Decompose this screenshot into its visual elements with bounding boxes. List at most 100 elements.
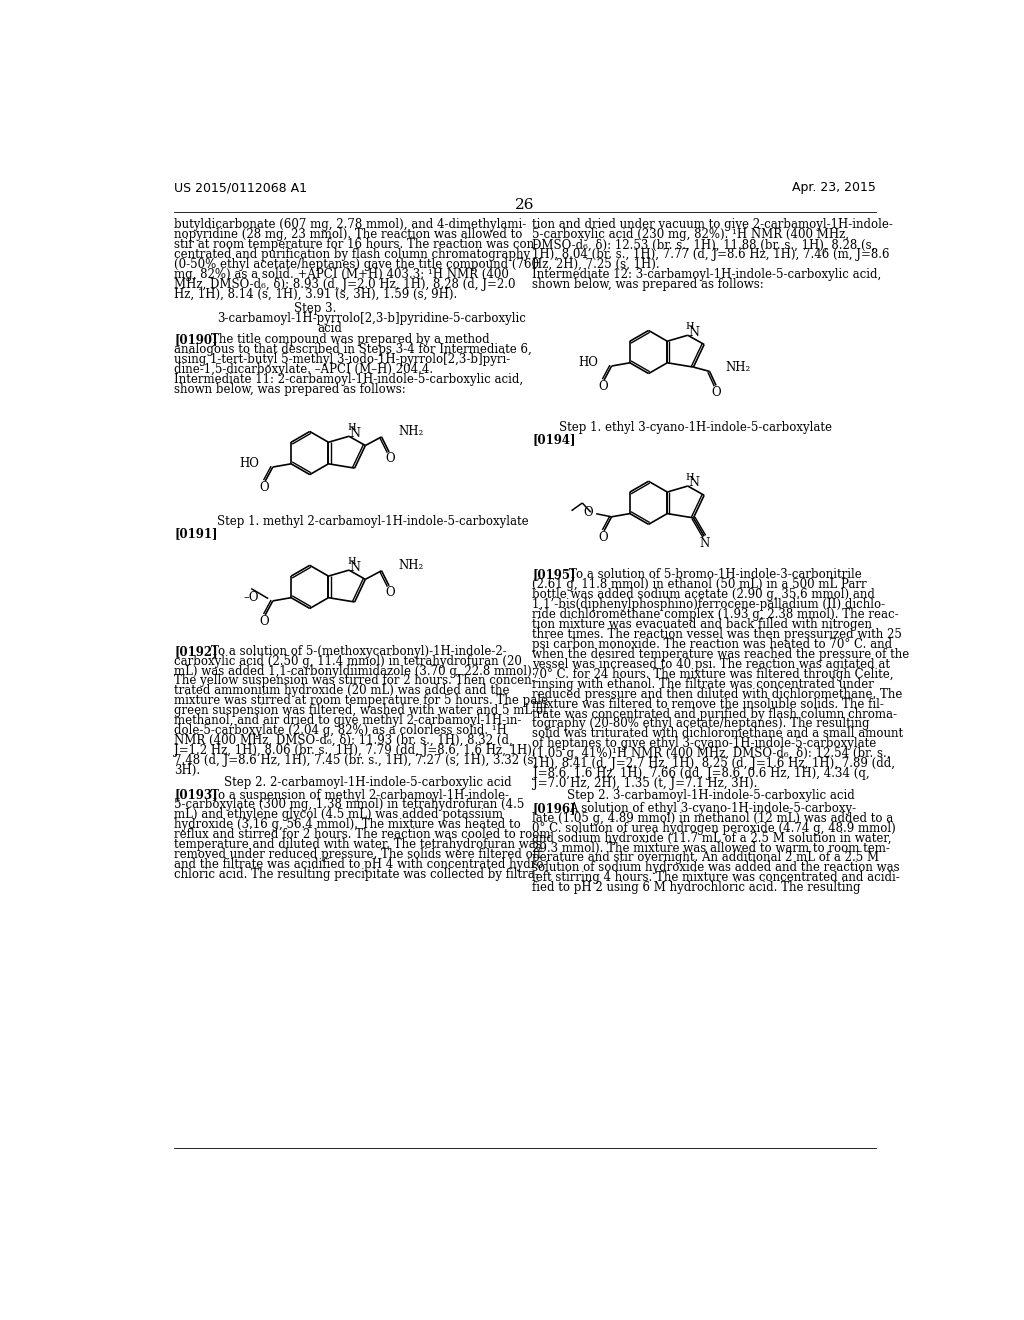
- Text: carboxylic acid (2.50 g, 11.4 mmol) in tetrahydrofuran (20: carboxylic acid (2.50 g, 11.4 mmol) in t…: [174, 655, 522, 668]
- Text: butyldicarbonate (607 mg, 2.78 mmol), and 4-dimethylami-: butyldicarbonate (607 mg, 2.78 mmol), an…: [174, 218, 526, 231]
- Text: [0194]: [0194]: [532, 433, 575, 446]
- Text: (1.05 g, 41%)¹H NMR (400 MHz, DMSO-d₆, δ): 12.54 (br. s.,: (1.05 g, 41%)¹H NMR (400 MHz, DMSO-d₆, δ…: [532, 747, 891, 760]
- Text: O: O: [260, 615, 269, 628]
- Text: N: N: [688, 477, 699, 490]
- Text: solution of sodium hydroxide was added and the reaction was: solution of sodium hydroxide was added a…: [532, 862, 900, 874]
- Text: Apr. 23, 2015: Apr. 23, 2015: [792, 181, 876, 194]
- Text: reflux and stirred for 2 hours. The reaction was cooled to room: reflux and stirred for 2 hours. The reac…: [174, 829, 551, 841]
- Text: 3H).: 3H).: [174, 764, 201, 777]
- Text: 3-carbamoyl-1H-pyrrolo[2,3-b]pyridine-5-carboxylic: 3-carbamoyl-1H-pyrrolo[2,3-b]pyridine-5-…: [217, 312, 525, 325]
- Text: when the desired temperature was reached the pressure of the: when the desired temperature was reached…: [532, 648, 909, 661]
- Text: mL) and ethylene glycol (4.5 mL) was added potassium: mL) and ethylene glycol (4.5 mL) was add…: [174, 808, 504, 821]
- Text: rinsing with ethanol. The filtrate was concentrated under: rinsing with ethanol. The filtrate was c…: [532, 677, 874, 690]
- Text: Intermediate 11: 2-carbamoyl-1H-indole-5-carboxylic acid,: Intermediate 11: 2-carbamoyl-1H-indole-5…: [174, 374, 523, 385]
- Text: and the filtrate was acidified to pH 4 with concentrated hydro-: and the filtrate was acidified to pH 4 w…: [174, 858, 548, 871]
- Text: 1H), 8.41 (d, J=2.7 Hz, 1H), 8.25 (d, J=1.6 Hz, 1H), 7.89 (dd,: 1H), 8.41 (d, J=2.7 Hz, 1H), 8.25 (d, J=…: [532, 758, 896, 771]
- Text: reduced pressure and then diluted with dichloromethane. The: reduced pressure and then diluted with d…: [532, 688, 903, 701]
- Text: green suspension was filtered, washed with water and 5 mL of: green suspension was filtered, washed wi…: [174, 705, 548, 717]
- Text: hydroxide (3.16 g, 56.4 mmol). The mixture was heated to: hydroxide (3.16 g, 56.4 mmol). The mixtu…: [174, 818, 521, 832]
- Text: N: N: [699, 537, 710, 550]
- Text: [0196]: [0196]: [532, 801, 575, 814]
- Text: [0191]: [0191]: [174, 527, 218, 540]
- Text: three times. The reaction vessel was then pressurized with 25: three times. The reaction vessel was the…: [532, 628, 902, 642]
- Text: tion and dried under vacuum to give 2-carbamoyl-1H-indole-: tion and dried under vacuum to give 2-ca…: [532, 218, 893, 231]
- Text: Step 3.: Step 3.: [294, 302, 336, 315]
- Text: 26: 26: [515, 198, 535, 211]
- Text: stir at room temperature for 16 hours. The reaction was con-: stir at room temperature for 16 hours. T…: [174, 239, 539, 251]
- Text: removed under reduced pressure. The solids were filtered off: removed under reduced pressure. The soli…: [174, 849, 542, 861]
- Text: shown below, was prepared as follows:: shown below, was prepared as follows:: [532, 279, 764, 292]
- Text: nopyridine (28 mg, 23 mmol). The reaction was allowed to: nopyridine (28 mg, 23 mmol). The reactio…: [174, 228, 523, 242]
- Text: To a solution of 5-(methoxycarbonyl)-1H-indole-2-: To a solution of 5-(methoxycarbonyl)-1H-…: [211, 644, 507, 657]
- Text: A solution of ethyl 3-cyano-1H-indole-5-carboxy-: A solution of ethyl 3-cyano-1H-indole-5-…: [568, 801, 856, 814]
- Text: H: H: [347, 424, 355, 432]
- Text: mg, 82%) as a solid. +APCI (M+H) 403.3; ¹H NMR (400: mg, 82%) as a solid. +APCI (M+H) 403.3; …: [174, 268, 509, 281]
- Text: To a suspension of methyl 2-carbamoyl-1H-indole-: To a suspension of methyl 2-carbamoyl-1H…: [211, 788, 509, 801]
- Text: trate was concentrated and purified by flash column chroma-: trate was concentrated and purified by f…: [532, 708, 897, 721]
- Text: left stirring 4 hours. The mixture was concentrated and acidi-: left stirring 4 hours. The mixture was c…: [532, 871, 900, 884]
- Text: 5-carboxylate (300 mg, 1.38 mmol) in tetrahydrofuran (4.5: 5-carboxylate (300 mg, 1.38 mmol) in tet…: [174, 799, 525, 812]
- Text: Step 2. 3-carbamoyl-1H-indole-5-carboxylic acid: Step 2. 3-carbamoyl-1H-indole-5-carboxyl…: [567, 789, 855, 803]
- Text: shown below, was prepared as follows:: shown below, was prepared as follows:: [174, 383, 407, 396]
- Text: Intermediate 12: 3-carbamoyl-1H-indole-5-carboxylic acid,: Intermediate 12: 3-carbamoyl-1H-indole-5…: [532, 268, 882, 281]
- Text: O: O: [260, 482, 269, 495]
- Text: [0190]: [0190]: [174, 333, 218, 346]
- Text: 70° C. for 24 hours. The mixture was filtered through Celite,: 70° C. for 24 hours. The mixture was fil…: [532, 668, 894, 681]
- Text: dine-1,5-dicarboxylate. –APCI (M–H) 204.4.: dine-1,5-dicarboxylate. –APCI (M–H) 204.…: [174, 363, 433, 376]
- Text: (2.61 g, 11.8 mmol) in ethanol (50 mL) in a 500 mL Parr: (2.61 g, 11.8 mmol) in ethanol (50 mL) i…: [532, 578, 867, 591]
- Text: MHz, DMSO-d₆, δ): 8.93 (d, J=2.0 Hz, 1H), 8.28 (d, J=2.0: MHz, DMSO-d₆, δ): 8.93 (d, J=2.0 Hz, 1H)…: [174, 279, 516, 292]
- Text: N: N: [349, 426, 360, 440]
- Text: Step 1. methyl 2-carbamoyl-1H-indole-5-carboxylate: Step 1. methyl 2-carbamoyl-1H-indole-5-c…: [217, 515, 528, 528]
- Text: solid was triturated with dichloromethane and a small amount: solid was triturated with dichloromethan…: [532, 727, 903, 741]
- Text: Step 2. 2-carbamoyl-1H-indole-5-carboxylic acid: Step 2. 2-carbamoyl-1H-indole-5-carboxyl…: [224, 776, 512, 789]
- Text: NH₂: NH₂: [398, 425, 424, 438]
- Text: H: H: [686, 322, 694, 331]
- Text: 29.3 mmol). The mixture was allowed to warm to room tem-: 29.3 mmol). The mixture was allowed to w…: [532, 841, 891, 854]
- Text: US 2015/0112068 A1: US 2015/0112068 A1: [174, 181, 307, 194]
- Text: DMSO-d₆, δ): 12.53 (br. s., 1H), 11.88 (br. s., 1H), 8.28 (s,: DMSO-d₆, δ): 12.53 (br. s., 1H), 11.88 (…: [532, 239, 876, 251]
- Text: Hz, 2H), 7.25 (s, 1H).: Hz, 2H), 7.25 (s, 1H).: [532, 259, 660, 271]
- Text: O: O: [712, 385, 721, 399]
- Text: 5-carboxylic acid (230 mg, 82%). ¹H NMR (400 MHz,: 5-carboxylic acid (230 mg, 82%). ¹H NMR …: [532, 228, 850, 242]
- Text: 1H), 8.04 (br. s., 1H), 7.77 (d, J=8.6 Hz, 1H), 7.46 (m, J=8.6: 1H), 8.04 (br. s., 1H), 7.77 (d, J=8.6 H…: [532, 248, 890, 261]
- Text: 7.48 (d, J=8.6 Hz, 1H), 7.45 (br. s., 1H), 7.27 (s, 1H), 3.32 (s,: 7.48 (d, J=8.6 Hz, 1H), 7.45 (br. s., 1H…: [174, 754, 538, 767]
- Text: J=8.6, 1.6 Hz, 1H), 7.66 (dd, J=8.6, 0.6 Hz, 1H), 4.34 (q,: J=8.6, 1.6 Hz, 1H), 7.66 (dd, J=8.6, 0.6…: [532, 767, 869, 780]
- Text: The title compound was prepared by a method: The title compound was prepared by a met…: [211, 333, 489, 346]
- Text: N: N: [349, 561, 360, 573]
- Text: dole-5-carboxylate (2.04 g, 82%) as a colorless solid. ¹H: dole-5-carboxylate (2.04 g, 82%) as a co…: [174, 725, 507, 738]
- Text: J=1.2 Hz, 1H), 8.06 (br. s., 1H), 7.79 (dd, J=8.6, 1.6 Hz, 1H),: J=1.2 Hz, 1H), 8.06 (br. s., 1H), 7.79 (…: [174, 744, 537, 758]
- Text: chloric acid. The resulting precipitate was collected by filtra-: chloric acid. The resulting precipitate …: [174, 869, 540, 882]
- Text: (0-50% ethyl acetate/heptanes) gave the title compound (760: (0-50% ethyl acetate/heptanes) gave the …: [174, 259, 540, 271]
- Text: NMR (400 MHz, DMSO-d₆, δ): 11.93 (br. s., 1H), 8.32 (d,: NMR (400 MHz, DMSO-d₆, δ): 11.93 (br. s.…: [174, 734, 513, 747]
- Text: O: O: [598, 531, 608, 544]
- Text: trated ammonium hydroxide (20 mL) was added and the: trated ammonium hydroxide (20 mL) was ad…: [174, 685, 510, 697]
- Text: acid: acid: [316, 322, 342, 335]
- Text: HO: HO: [239, 457, 259, 470]
- Text: H: H: [686, 473, 694, 482]
- Text: O: O: [598, 380, 608, 393]
- Text: fied to pH 2 using 6 M hydrochloric acid. The resulting: fied to pH 2 using 6 M hydrochloric acid…: [532, 882, 861, 894]
- Text: analogous to that described in Steps 3-4 for Intermediate 6,: analogous to that described in Steps 3-4…: [174, 343, 532, 356]
- Text: [0192]: [0192]: [174, 644, 218, 657]
- Text: and sodium hydroxide (11.7 mL of a 2.5 M solution in water,: and sodium hydroxide (11.7 mL of a 2.5 M…: [532, 832, 892, 845]
- Text: 0° C. solution of urea hydrogen peroxide (4.74 g, 48.9 mmol): 0° C. solution of urea hydrogen peroxide…: [532, 821, 896, 834]
- Text: ride dichloromethane complex (1.93 g, 2.38 mmol). The reac-: ride dichloromethane complex (1.93 g, 2.…: [532, 609, 899, 620]
- Text: vessel was increased to 40 psi. The reaction was agitated at: vessel was increased to 40 psi. The reac…: [532, 657, 891, 671]
- Text: NH₂: NH₂: [725, 362, 751, 374]
- Text: methanol, and air dried to give methyl 2-carbamoyl-1H-in-: methanol, and air dried to give methyl 2…: [174, 714, 522, 727]
- Text: [0195]: [0195]: [532, 568, 575, 581]
- Text: mL) was added 1,1-carbonyldiimidazole (3.70 g, 22.8 mmol).: mL) was added 1,1-carbonyldiimidazole (3…: [174, 664, 536, 677]
- Text: late (1.05 g, 4.89 mmol) in methanol (12 mL) was added to a: late (1.05 g, 4.89 mmol) in methanol (12…: [532, 812, 894, 825]
- Text: The yellow suspension was stirred for 2 hours. Then concen-: The yellow suspension was stirred for 2 …: [174, 675, 537, 688]
- Text: Step 1. ethyl 3-cyano-1H-indole-5-carboxylate: Step 1. ethyl 3-cyano-1H-indole-5-carbox…: [559, 421, 833, 434]
- Text: psi carbon monoxide. The reaction was heated to 70° C. and: psi carbon monoxide. The reaction was he…: [532, 638, 893, 651]
- Text: perature and stir overnight. An additional 2 mL of a 2.5 M: perature and stir overnight. An addition…: [532, 851, 880, 865]
- Text: mixture was stirred at room temperature for 5 hours. The pale: mixture was stirred at room temperature …: [174, 694, 549, 708]
- Text: –O: –O: [244, 590, 259, 603]
- Text: of heptanes to give ethyl 3-cyano-1H-indole-5-carboxylate: of heptanes to give ethyl 3-cyano-1H-ind…: [532, 738, 877, 750]
- Text: 1,1’-bis(diphenylphosphino)ferrocene-palladium (II) dichlo-: 1,1’-bis(diphenylphosphino)ferrocene-pal…: [532, 598, 886, 611]
- Text: HO: HO: [578, 355, 598, 368]
- Text: NH₂: NH₂: [398, 558, 424, 572]
- Text: O: O: [385, 453, 394, 466]
- Text: tography (20-80% ethyl acetate/heptanes). The resulting: tography (20-80% ethyl acetate/heptanes)…: [532, 718, 870, 730]
